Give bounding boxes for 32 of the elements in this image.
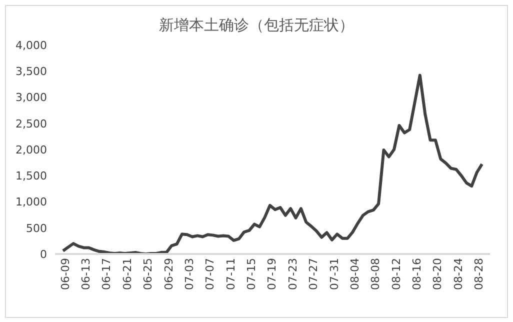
x-tick-label: 07-15 [245, 258, 258, 290]
y-tick-label: 1,500 [16, 170, 47, 183]
x-tick-label: 08-04 [348, 258, 362, 290]
y-tick-label: 500 [26, 222, 47, 235]
x-tick-label: 08-28 [472, 258, 486, 290]
x-tick-label: 08-12 [390, 258, 403, 290]
y-tick-label: 2,500 [16, 117, 47, 130]
y-tick-label: 0 [40, 248, 47, 261]
x-tick-label: 06-25 [142, 258, 155, 290]
x-tick-label: 07-07 [204, 258, 217, 290]
x-tick-label: 06-21 [120, 258, 134, 290]
line-series [62, 74, 484, 254]
y-tick-label: 3,000 [16, 91, 47, 104]
x-tick-label: 07-27 [307, 258, 320, 290]
x-tick-label: 08-20 [431, 258, 444, 290]
x-tick-label: 06-09 [58, 258, 72, 290]
y-tick-label: 2,000 [16, 143, 47, 156]
y-tick-label: 3,500 [16, 65, 47, 78]
x-tick-label: 08-24 [452, 258, 465, 290]
x-tick-label: 06-29 [162, 258, 176, 290]
x-tick-label: 06-17 [100, 258, 114, 290]
x-tick-label: 07-19 [266, 258, 279, 290]
x-tick-label: 08-08 [369, 258, 382, 290]
x-tick-label: 07-31 [328, 258, 341, 290]
chart-title: 新增本土确诊（包括无症状） [158, 16, 355, 35]
x-tick-label: 07-03 [182, 258, 196, 290]
y-tick-label: 1,000 [16, 196, 47, 209]
x-tick-label: 07-11 [224, 258, 238, 290]
x-tick-label: 06-13 [80, 258, 92, 290]
y-tick-label: 4,000 [16, 38, 47, 52]
x-tick-label: 07-23 [286, 258, 300, 290]
x-tick-label: 08-16 [410, 258, 424, 290]
